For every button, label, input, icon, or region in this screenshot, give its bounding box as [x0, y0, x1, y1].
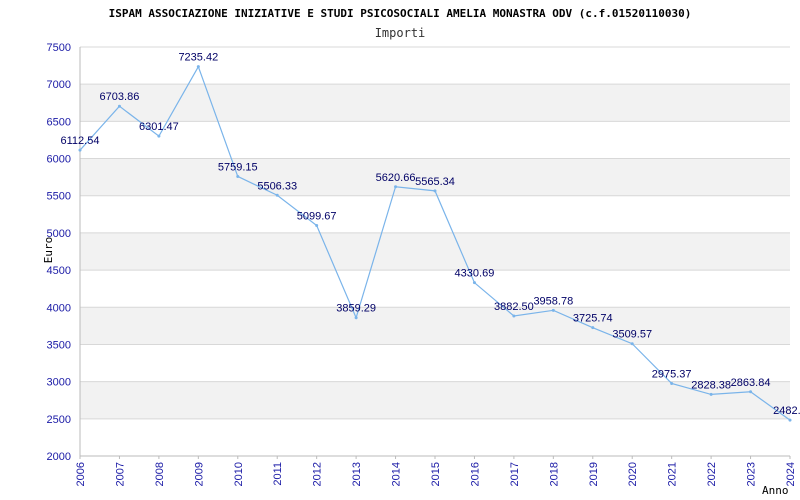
chart-subtitle: Importi	[375, 26, 426, 40]
data-point	[433, 189, 437, 193]
y-tick-label: 4500	[47, 265, 71, 277]
x-tick-label: 2021	[667, 462, 679, 486]
x-tick-label: 2016	[469, 462, 481, 486]
x-tick-label: 2023	[746, 462, 758, 486]
data-point	[788, 418, 792, 422]
gridlines	[80, 46, 790, 457]
grid-band	[80, 381, 790, 419]
data-point	[591, 326, 595, 330]
data-label: 5099.67	[297, 210, 337, 222]
x-tick-label: 2011	[272, 462, 284, 486]
data-label: 6112.54	[61, 135, 100, 147]
chart-title: ISPAM ASSOCIAZIONE INIZIATIVE E STUDI PS…	[109, 7, 692, 20]
x-tick-label: 2024	[785, 462, 797, 486]
data-label: 3725.74	[573, 313, 613, 325]
data-label: 3882.50	[494, 301, 534, 313]
x-tick-label: 2010	[233, 462, 245, 486]
data-label: 2863.84	[731, 377, 771, 389]
data-point	[670, 381, 674, 385]
data-point	[157, 134, 161, 138]
data-label: 2828.38	[691, 379, 731, 391]
series-group	[78, 65, 792, 422]
x-tick-label: 2013	[351, 462, 363, 486]
y-tick-label: 7500	[47, 42, 71, 54]
y-tick-label: 5000	[47, 228, 71, 240]
data-label: 5759.15	[218, 161, 258, 173]
grid-band	[80, 84, 790, 122]
grid-bands	[80, 84, 790, 419]
data-point	[275, 193, 279, 197]
x-tick-label: 2007	[114, 462, 126, 486]
data-point	[551, 308, 555, 312]
data-point	[354, 316, 358, 320]
data-label: 4330.69	[455, 268, 495, 280]
y-tick-label: 6000	[47, 154, 71, 166]
y-tick-label: 3000	[47, 377, 71, 389]
data-point	[117, 104, 121, 108]
data-label: 5506.33	[257, 180, 297, 192]
x-tick-label: 2020	[627, 462, 639, 486]
data-point	[196, 65, 200, 69]
x-tick-label: 2012	[312, 462, 324, 486]
y-tick-label: 6500	[47, 116, 71, 128]
y-tick-label: 4000	[47, 302, 71, 314]
data-label: 5565.34	[415, 176, 455, 188]
x-tick-label: 2018	[548, 462, 560, 486]
data-point	[472, 281, 476, 285]
x-axis-label: Anno	[762, 484, 789, 497]
x-tick-label: 2019	[588, 462, 600, 486]
data-point	[749, 390, 753, 394]
y-tick-label: 5500	[47, 191, 71, 203]
grid-band	[80, 307, 790, 345]
data-label: 3859.29	[336, 303, 376, 315]
x-tick-label: 2022	[706, 462, 718, 486]
y-tick-label: 2500	[47, 414, 71, 426]
y-tick-label: 2000	[47, 451, 71, 463]
data-point	[394, 185, 398, 189]
grid-band	[80, 232, 790, 271]
data-point	[315, 223, 319, 227]
data-label: 3509.57	[612, 329, 652, 341]
data-label: 7235.42	[178, 52, 218, 64]
data-label: 2482.7	[773, 405, 800, 417]
data-point	[709, 392, 713, 396]
data-point	[78, 148, 82, 152]
y-tick-label: 3500	[47, 339, 71, 351]
x-axis-ticks: 2006 2007 2008 2009 2010 2011 2012 2013 2014 2015…	[75, 456, 797, 486]
y-axis-ticks: 2000 2500 3000 3500 4000 4500 5000 5500 6000 6500…	[47, 42, 71, 463]
x-tick-label: 2015	[430, 462, 442, 486]
data-label: 2975.37	[652, 368, 692, 380]
data-label: 6301.47	[139, 121, 179, 133]
data-point	[236, 174, 240, 178]
data-point	[512, 314, 516, 318]
data-labels: 6112.54 6703.86 6301.47 7235.42 5759.15 5506.…	[61, 52, 800, 417]
data-point	[630, 342, 634, 346]
y-tick-label: 7000	[47, 79, 71, 91]
data-label: 5620.66	[376, 172, 416, 184]
x-tick-label: 2017	[509, 462, 521, 486]
data-label: 3958.78	[533, 295, 573, 307]
x-tick-label: 2006	[75, 462, 87, 486]
x-tick-label: 2009	[193, 462, 205, 486]
data-label: 6703.86	[100, 91, 140, 103]
x-tick-label: 2014	[391, 462, 403, 486]
y-axis-label: Euro	[42, 237, 55, 264]
x-tick-label: 2008	[154, 462, 166, 486]
